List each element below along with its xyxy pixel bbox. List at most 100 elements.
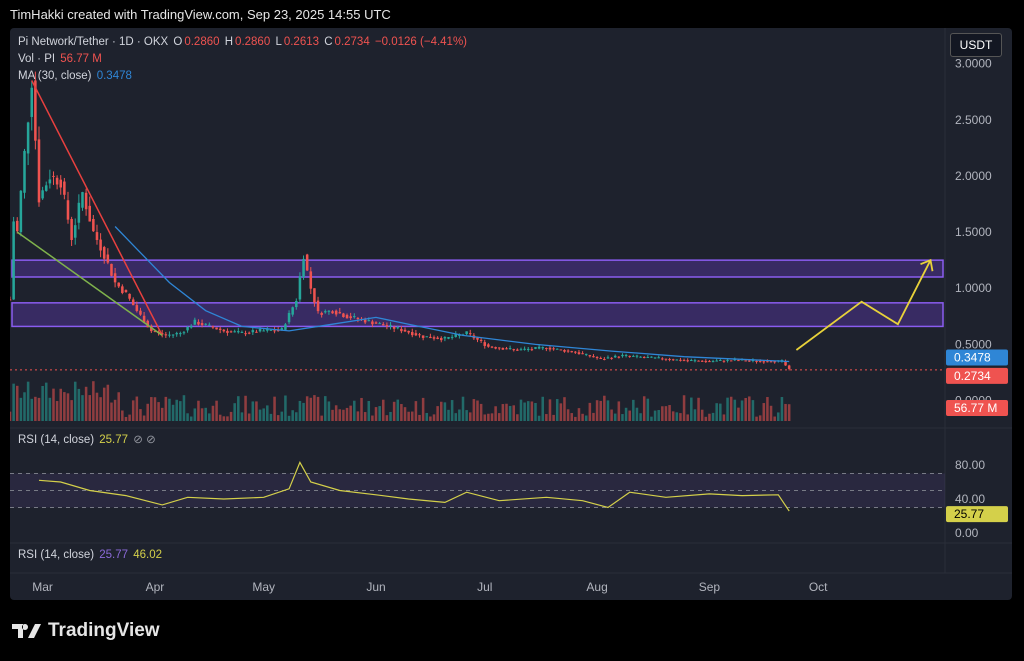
volume-bar: [360, 397, 363, 421]
candle-body: [128, 293, 131, 299]
volume-bar: [787, 404, 791, 421]
candle-body: [487, 344, 490, 347]
volume-bar: [603, 395, 606, 421]
candle-body: [628, 355, 631, 357]
volume-bar: [534, 402, 537, 421]
candle-body: [121, 286, 124, 293]
candle-body: [313, 288, 316, 303]
candle-body: [621, 354, 624, 357]
candle-body: [197, 321, 200, 325]
candle-body: [215, 327, 218, 330]
volume-bar: [280, 411, 284, 421]
volume-legend[interactable]: Vol · PI 56.77 M: [18, 53, 104, 65]
volume-bar: [472, 399, 476, 421]
open-label: O: [173, 36, 183, 48]
volume-bar: [639, 413, 642, 421]
candle-body: [501, 347, 505, 350]
volume-bar: [570, 413, 573, 421]
ma-legend[interactable]: MA (30, close) 0.3478: [18, 70, 134, 82]
volume-bar: [762, 403, 766, 421]
time-tick-label: Oct: [809, 580, 828, 594]
volume-bar: [291, 410, 294, 421]
candle-body: [635, 355, 639, 357]
time-tick-label: Aug: [586, 580, 607, 594]
candle-body: [715, 360, 718, 362]
projection-arrow: [795, 258, 934, 351]
ma-price-tag: 0.3478: [954, 350, 991, 364]
rsi2-value-2: 46.02: [133, 549, 163, 561]
candle-body: [555, 348, 559, 350]
candle-body: [70, 218, 73, 240]
tradingview-logo[interactable]: TradingView: [12, 620, 160, 642]
volume-bar: [679, 413, 682, 421]
volume-bar: [70, 400, 73, 421]
volume-bar: [653, 410, 657, 421]
volume-bar: [305, 396, 309, 421]
candle-body: [244, 333, 247, 335]
volume-bar: [545, 414, 548, 421]
chart-panel[interactable]: 3.0000 2.5000 2.0000 1.5000 1.0000 0.5000 0.00…: [10, 28, 1012, 600]
candle-body: [255, 331, 258, 333]
volume-bar: [410, 411, 414, 421]
volume-bar: [168, 398, 171, 421]
volume-bar: [632, 399, 635, 421]
volume-bar: [784, 403, 787, 421]
volume-bar: [751, 400, 755, 421]
currency-button[interactable]: USDT: [950, 33, 1002, 57]
volume-bar: [512, 405, 516, 421]
candle-body: [483, 342, 487, 346]
volume-bar: [711, 412, 715, 421]
candle-body: [41, 190, 44, 199]
symbol-legend[interactable]: Pi Network/Tether · 1D · OKX O 0.2860 H 0.…: [18, 36, 469, 48]
rsi-legend-2[interactable]: RSI (14, close) 25.77 46.02: [18, 549, 164, 561]
volume-bar: [403, 407, 407, 421]
candle-body: [682, 360, 686, 362]
candle-body: [99, 239, 102, 251]
candle-body: [559, 349, 563, 351]
close-label: C: [324, 36, 333, 48]
time-tick-label: Jun: [366, 580, 385, 594]
candle-body: [135, 305, 139, 311]
rsi-visibility-icons[interactable]: ⊘ ⊘: [133, 434, 156, 446]
volume-bar: [617, 401, 621, 421]
candle-body: [758, 361, 762, 363]
candle-body: [606, 357, 610, 359]
volume-bar: [563, 397, 566, 421]
volume-bar: [389, 411, 392, 421]
candle-body: [229, 331, 233, 333]
rsi-legend-1[interactable]: RSI (14, close) 25.77 ⊘ ⊘: [18, 432, 158, 446]
candle-body: [106, 254, 110, 263]
candle-body: [505, 348, 508, 350]
volume-bar: [396, 399, 400, 421]
volume-bar: [729, 396, 733, 421]
candle-body: [592, 356, 595, 358]
axes: 3.0000 2.5000 2.0000 1.5000 1.0000 0.5000 0.00…: [32, 57, 992, 594]
candle-body: [541, 347, 545, 349]
candle-body: [59, 179, 63, 188]
volume-label: Vol · PI: [18, 53, 56, 65]
volume-bar: [226, 416, 229, 421]
candle-body: [516, 349, 519, 351]
header-bar: TimHakki created with TradingView.com, S…: [0, 0, 1024, 28]
volume-bar: [142, 415, 146, 421]
candle-body: [403, 329, 407, 332]
candle-body: [146, 320, 149, 328]
volume-bar: [338, 409, 342, 421]
volume-bar: [124, 416, 128, 421]
rsi-line: [38, 461, 790, 512]
candle-body: [309, 271, 313, 289]
volume-bar: [584, 415, 588, 421]
candle-body: [642, 357, 646, 359]
candle-body: [186, 326, 189, 331]
volume-bar: [777, 412, 780, 421]
candle-body: [110, 263, 113, 276]
candle-body: [295, 301, 298, 308]
candle-body: [722, 360, 726, 362]
volume-bar: [215, 400, 218, 421]
price-chart[interactable]: 3.0000 2.5000 2.0000 1.5000 1.0000 0.5000 0.00…: [10, 28, 1012, 600]
arrow-head: [920, 258, 934, 272]
candle-body: [237, 331, 240, 333]
candle-body: [443, 337, 447, 339]
volume-bar: [566, 409, 570, 421]
volume-bar: [726, 397, 729, 421]
